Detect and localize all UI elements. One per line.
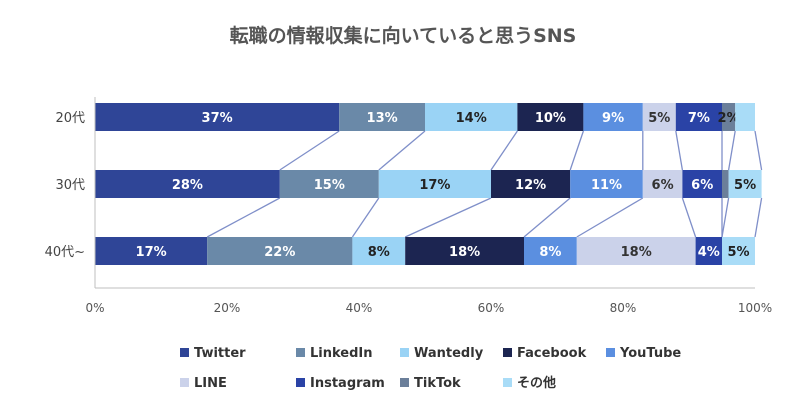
bar-segment	[352, 237, 406, 265]
legend-label: YouTube	[619, 346, 681, 361]
bar-segment	[524, 237, 577, 265]
bar-segment	[722, 103, 736, 131]
data-label: 28%	[172, 178, 203, 193]
legend-label: LinkedIn	[310, 346, 373, 361]
series-line-1-3	[490, 130, 518, 171]
x-tick-label: 40%	[346, 301, 373, 315]
series-line-2-9	[754, 197, 763, 238]
category-label: 30代	[55, 178, 85, 193]
data-label: 2%	[718, 111, 740, 126]
legend-swatch	[180, 348, 189, 357]
data-label: 8%	[539, 245, 561, 260]
data-label: 17%	[136, 245, 167, 260]
bar-segment	[517, 103, 584, 131]
data-label: 4%	[698, 245, 720, 260]
legend-swatch	[503, 348, 512, 357]
series-line-1-9	[754, 130, 763, 171]
bar-segment	[722, 170, 729, 198]
legend-swatch	[503, 378, 512, 387]
series-line-1-8	[727, 130, 736, 171]
bar-segment	[95, 237, 208, 265]
series-line-1-1	[279, 130, 340, 171]
data-label: 6%	[652, 178, 674, 193]
legend-swatch	[606, 348, 615, 357]
series-line-1-4	[569, 130, 585, 171]
bar-segment	[279, 170, 379, 198]
bar-segment	[642, 103, 676, 131]
x-tick-label: 0%	[85, 301, 104, 315]
legend: Twitter LinkedIn Wantedly Facebook YouTube LI…	[180, 346, 681, 391]
bar-segment	[682, 170, 722, 198]
legend-label: Wantedly	[414, 346, 484, 361]
series-line-1-6	[675, 130, 684, 171]
data-label: 8%	[368, 245, 390, 260]
bar-segment	[642, 170, 683, 198]
bar-segment	[722, 237, 755, 265]
legend-swatch	[296, 378, 305, 387]
data-label: 17%	[419, 178, 450, 193]
bars-layer: 37% 13% 14% 10% 9% 5% 7% 2% 28% 15% 17% 12% 11% 6% 6% 5…	[95, 103, 762, 265]
series-line-2-5	[576, 197, 644, 238]
bar-segment	[378, 170, 491, 198]
bar-segment	[425, 103, 518, 131]
legend-label: Twitter	[194, 346, 246, 361]
bar-segment	[576, 237, 696, 265]
bar-segment	[207, 237, 353, 265]
category-label: 40代~	[45, 245, 85, 260]
bar-segment	[570, 170, 643, 198]
data-label: 7%	[688, 111, 710, 126]
bar-segment	[95, 103, 340, 131]
data-label: 18%	[449, 245, 480, 260]
data-label: 10%	[535, 111, 566, 126]
axis-layer: 20代 30代 40代~ 0% 20% 40% 60% 80% 100%	[45, 97, 772, 315]
data-label: 18%	[621, 245, 652, 260]
series-line-2-3	[404, 197, 492, 238]
legend-swatch	[400, 378, 409, 387]
data-label: 5%	[727, 245, 749, 260]
data-label: 9%	[602, 111, 624, 126]
data-label: 6%	[691, 178, 713, 193]
x-tick-label: 20%	[214, 301, 241, 315]
data-label: 15%	[314, 178, 345, 193]
legend-swatch	[296, 348, 305, 357]
data-label: 5%	[734, 178, 756, 193]
bar-segment	[95, 170, 280, 198]
legend-label: Instagram	[310, 376, 385, 391]
x-tick-label: 100%	[738, 301, 772, 315]
data-label: 13%	[367, 111, 398, 126]
legend-label: LINE	[194, 376, 227, 391]
data-label: 14%	[456, 111, 487, 126]
series-line-2-8	[721, 197, 730, 238]
series-line-1-2	[378, 130, 426, 171]
series-line-2-1	[206, 197, 281, 238]
legend-label: TikTok	[414, 376, 461, 391]
legend-label: Facebook	[517, 346, 587, 361]
data-label: 37%	[202, 111, 233, 126]
data-label: 12%	[515, 178, 546, 193]
series-lines-layer	[206, 130, 763, 238]
category-label: 20代	[55, 111, 85, 126]
legend-swatch	[180, 378, 189, 387]
data-label: 11%	[591, 178, 622, 193]
chart-title: 転職の情報収集に向いていると思うSNS	[230, 24, 577, 47]
bar-segment	[735, 103, 755, 131]
bar-segment	[405, 237, 524, 265]
bar-segment	[675, 103, 722, 131]
legend-swatch	[400, 348, 409, 357]
data-label: 22%	[264, 245, 295, 260]
bar-segment	[695, 237, 722, 265]
series-line-2-2	[351, 197, 380, 238]
x-tick-label: 60%	[478, 301, 505, 315]
bar-segment	[491, 170, 571, 198]
bar-segment	[339, 103, 425, 131]
x-tick-label: 80%	[610, 301, 637, 315]
series-line-2-4	[523, 197, 571, 238]
bar-segment	[728, 170, 762, 198]
data-label: 5%	[648, 111, 670, 126]
legend-label: その他	[517, 375, 556, 391]
bar-segment	[583, 103, 643, 131]
series-line-2-6	[681, 197, 697, 238]
